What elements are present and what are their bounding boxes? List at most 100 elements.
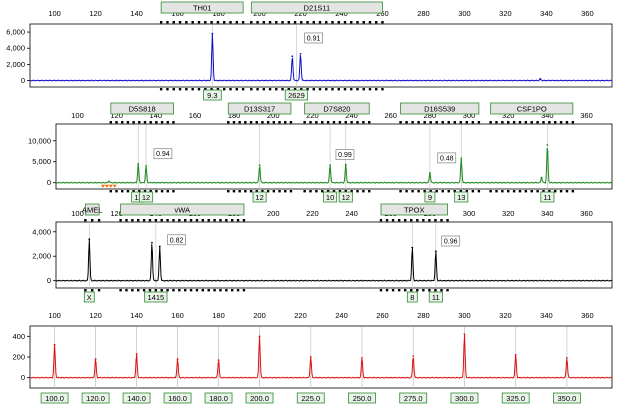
bin-marker — [172, 21, 175, 24]
allele-box[interactable] — [428, 291, 443, 303]
top-axis-tick-label: 140 — [130, 9, 143, 18]
bin-marker — [321, 190, 324, 193]
bin-marker — [375, 21, 378, 24]
bin-marker — [416, 219, 419, 222]
allele-box[interactable] — [454, 191, 469, 203]
allele-box[interactable] — [284, 89, 309, 101]
bin-marker — [405, 190, 408, 193]
allele-box[interactable] — [81, 392, 110, 404]
locus-box-d21s11[interactable] — [250, 1, 383, 14]
locus-box-d16s539[interactable] — [400, 102, 480, 115]
allele-box[interactable] — [83, 291, 95, 303]
locus-box-d5s818[interactable] — [110, 102, 174, 115]
bin-marker — [477, 121, 481, 124]
peak-mark — [329, 164, 331, 166]
bin-marker — [435, 121, 438, 124]
bin-marker — [84, 289, 87, 292]
allele-box[interactable] — [348, 392, 376, 404]
allele-label: 250.0 — [353, 394, 372, 403]
bin-marker — [213, 219, 216, 222]
bin-marker — [155, 190, 158, 193]
allele-box[interactable] — [245, 392, 274, 404]
bin-marker — [138, 121, 141, 124]
allele-box[interactable] — [424, 191, 436, 203]
bin-marker — [434, 289, 437, 292]
allele-box[interactable] — [296, 392, 325, 404]
bin-marker — [362, 121, 365, 124]
locus-box-d7s820[interactable] — [304, 102, 370, 115]
peak-mark — [434, 250, 437, 253]
bin-marker — [337, 88, 340, 91]
locus-box-vwa[interactable] — [120, 203, 245, 216]
bin-marker — [197, 88, 201, 91]
top-axis-tick-label: 280 — [417, 311, 430, 320]
bin-marker — [565, 190, 569, 193]
bin-marker — [166, 88, 169, 91]
locus-box-th01[interactable] — [160, 1, 244, 14]
allele-box[interactable] — [406, 291, 418, 303]
bin-marker — [236, 219, 240, 222]
y-tick-label: 0 — [21, 76, 25, 85]
bin-marker — [172, 219, 175, 222]
top-axis-tick-label: 100 — [71, 111, 84, 120]
bin-marker — [429, 190, 432, 193]
bin-marker — [350, 21, 353, 24]
top-axis-tick-label: 200 — [253, 9, 266, 18]
bin-marker — [565, 121, 569, 124]
bin-marker — [142, 219, 146, 222]
allele-box[interactable] — [144, 291, 168, 303]
locus-name: D16S539 — [424, 105, 455, 114]
allele-label: 9 — [428, 193, 432, 202]
bin-marker — [166, 21, 169, 24]
plot-frame — [29, 325, 613, 389]
peak-mark — [309, 356, 312, 358]
bin-marker — [201, 289, 205, 292]
allele-box[interactable] — [252, 191, 267, 203]
bin-marker — [356, 190, 359, 193]
bin-marker — [172, 121, 175, 124]
allele-box[interactable] — [553, 392, 581, 404]
bin-marker — [501, 190, 504, 193]
allele-box[interactable] — [540, 191, 555, 203]
bin-marker — [471, 190, 475, 193]
allele-box[interactable] — [204, 392, 233, 404]
y-tick-label: 4,000 — [32, 227, 51, 236]
allele-box[interactable] — [338, 191, 353, 203]
allele-box[interactable] — [399, 392, 428, 404]
bin-marker — [91, 289, 94, 292]
locus-box-csf1po[interactable] — [490, 102, 574, 115]
locus-name: D5S818 — [129, 105, 156, 114]
allele-box[interactable] — [163, 392, 192, 404]
bin-marker — [410, 219, 413, 222]
bin-marker — [289, 190, 293, 193]
bin-marker — [266, 190, 270, 193]
top-axis-tick-label: 300 — [463, 111, 476, 120]
top-axis-tick-label: 260 — [376, 311, 389, 320]
bin-marker — [518, 190, 522, 193]
bin-marker — [326, 190, 330, 193]
allele-box[interactable] — [450, 392, 479, 404]
allele-box[interactable] — [323, 191, 338, 203]
bin-marker — [391, 219, 395, 222]
allele-box[interactable] — [501, 392, 530, 404]
bin-marker — [381, 88, 384, 91]
bin-marker — [185, 21, 188, 24]
bin-marker — [477, 190, 481, 193]
allele-box[interactable] — [40, 392, 69, 404]
allele-box[interactable] — [122, 392, 151, 404]
bin-marker — [121, 121, 124, 124]
locus-box-d13s317[interactable] — [227, 102, 292, 115]
ratio-label: 0.91 — [307, 35, 321, 42]
bin-marker — [518, 121, 522, 124]
bin-marker — [166, 289, 169, 292]
bin-marker — [321, 121, 324, 124]
peak-mark — [176, 358, 179, 360]
bin-marker — [571, 121, 575, 124]
top-axis-tick-label: 220 — [306, 111, 319, 120]
allele-box[interactable] — [139, 191, 154, 203]
allele-box[interactable] — [203, 89, 222, 101]
bin-marker — [172, 190, 175, 193]
locus-box-tpox[interactable] — [380, 203, 448, 216]
locus-box-amel[interactable] — [84, 203, 100, 216]
bin-marker — [338, 190, 342, 193]
